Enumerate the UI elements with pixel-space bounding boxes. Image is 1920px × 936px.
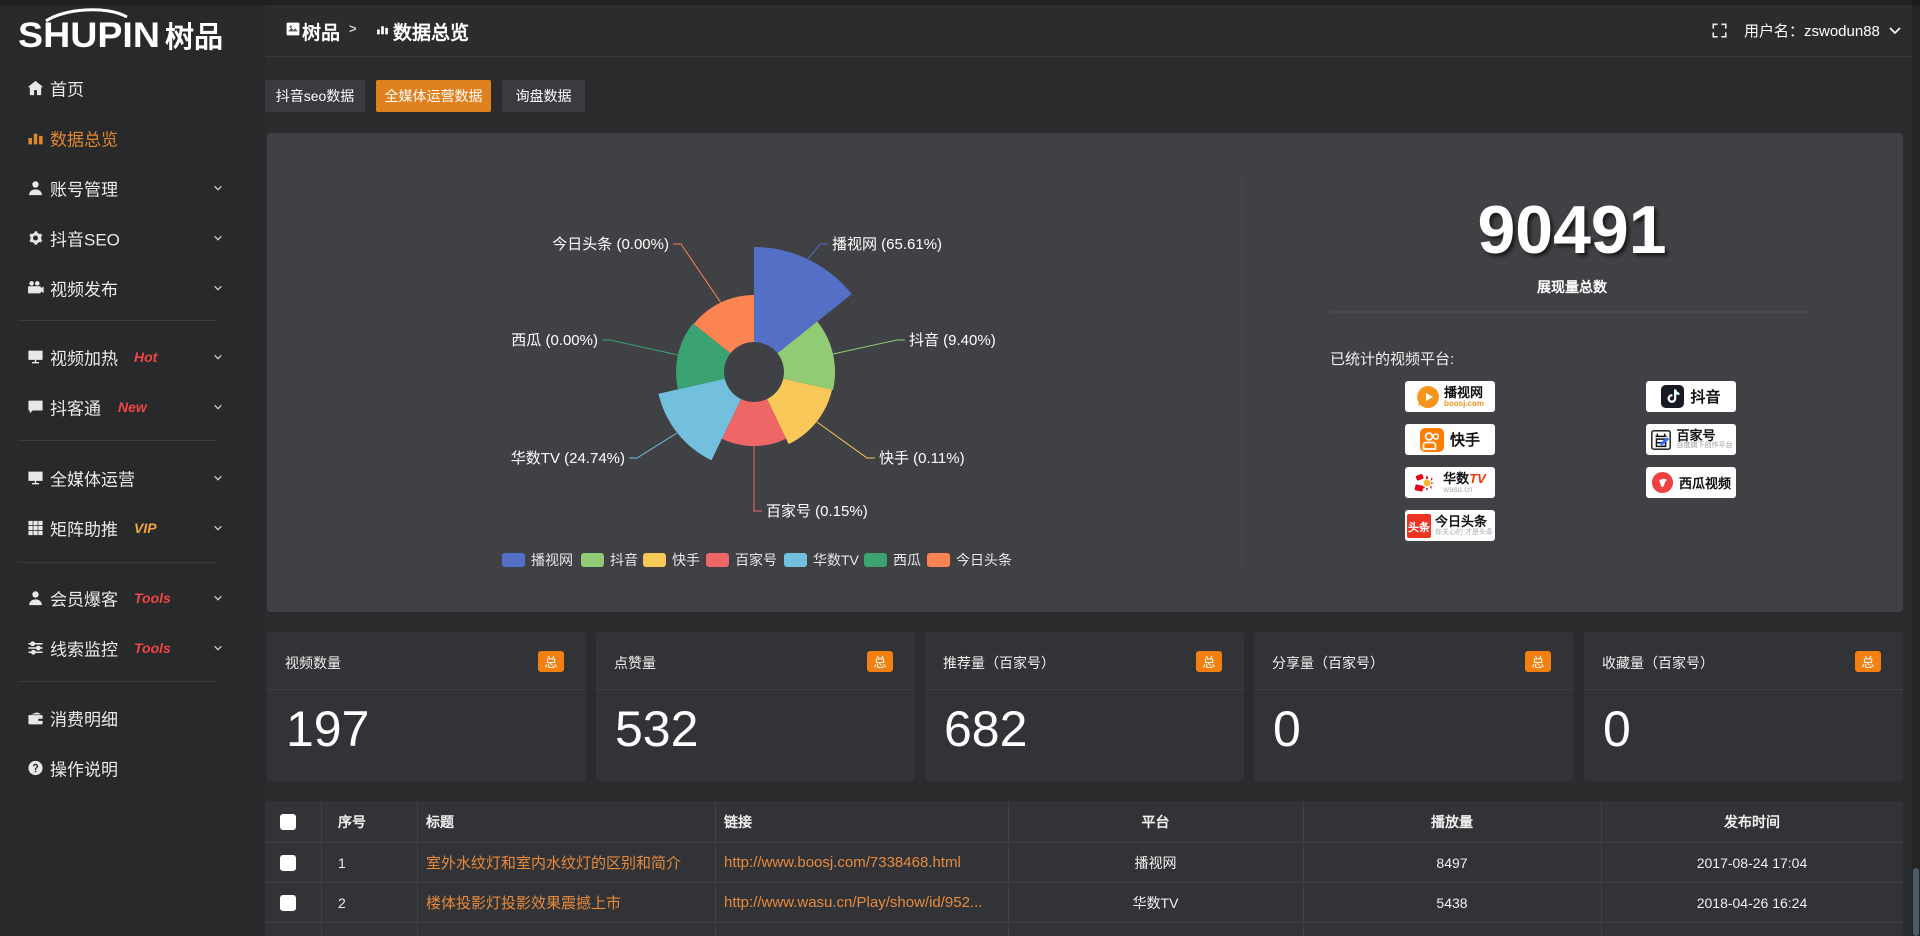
svg-text:头条: 头条 <box>1408 520 1431 534</box>
svg-text:抖音 (9.40%): 抖音 (9.40%) <box>909 332 996 349</box>
svg-text:百家号: 百家号 <box>735 552 777 568</box>
svg-text:今日头条: 今日头条 <box>956 552 1012 568</box>
svg-text:播视网: 播视网 <box>531 552 573 568</box>
svg-text:快手: 快手 <box>672 552 700 568</box>
svg-text:播视网 (65.61%): 播视网 (65.61%) <box>832 236 942 253</box>
svg-text:百家号 (0.15%): 百家号 (0.15%) <box>766 503 868 520</box>
svg-text:SHUPIN: SHUPIN <box>18 16 160 53</box>
svg-text:树品: 树品 <box>165 21 223 53</box>
svg-text:西瓜: 西瓜 <box>893 552 921 568</box>
svg-text:西瓜 (0.00%): 西瓜 (0.00%) <box>511 332 598 349</box>
svg-text:抖音: 抖音 <box>610 552 638 568</box>
svg-text:今日头条 (0.00%): 今日头条 (0.00%) <box>552 236 669 253</box>
svg-text:快手 (0.11%): 快手 (0.11%) <box>879 450 965 467</box>
svg-text:华数TV (24.74%): 华数TV (24.74%) <box>511 450 625 467</box>
svg-text:华数TV: 华数TV <box>813 552 860 568</box>
